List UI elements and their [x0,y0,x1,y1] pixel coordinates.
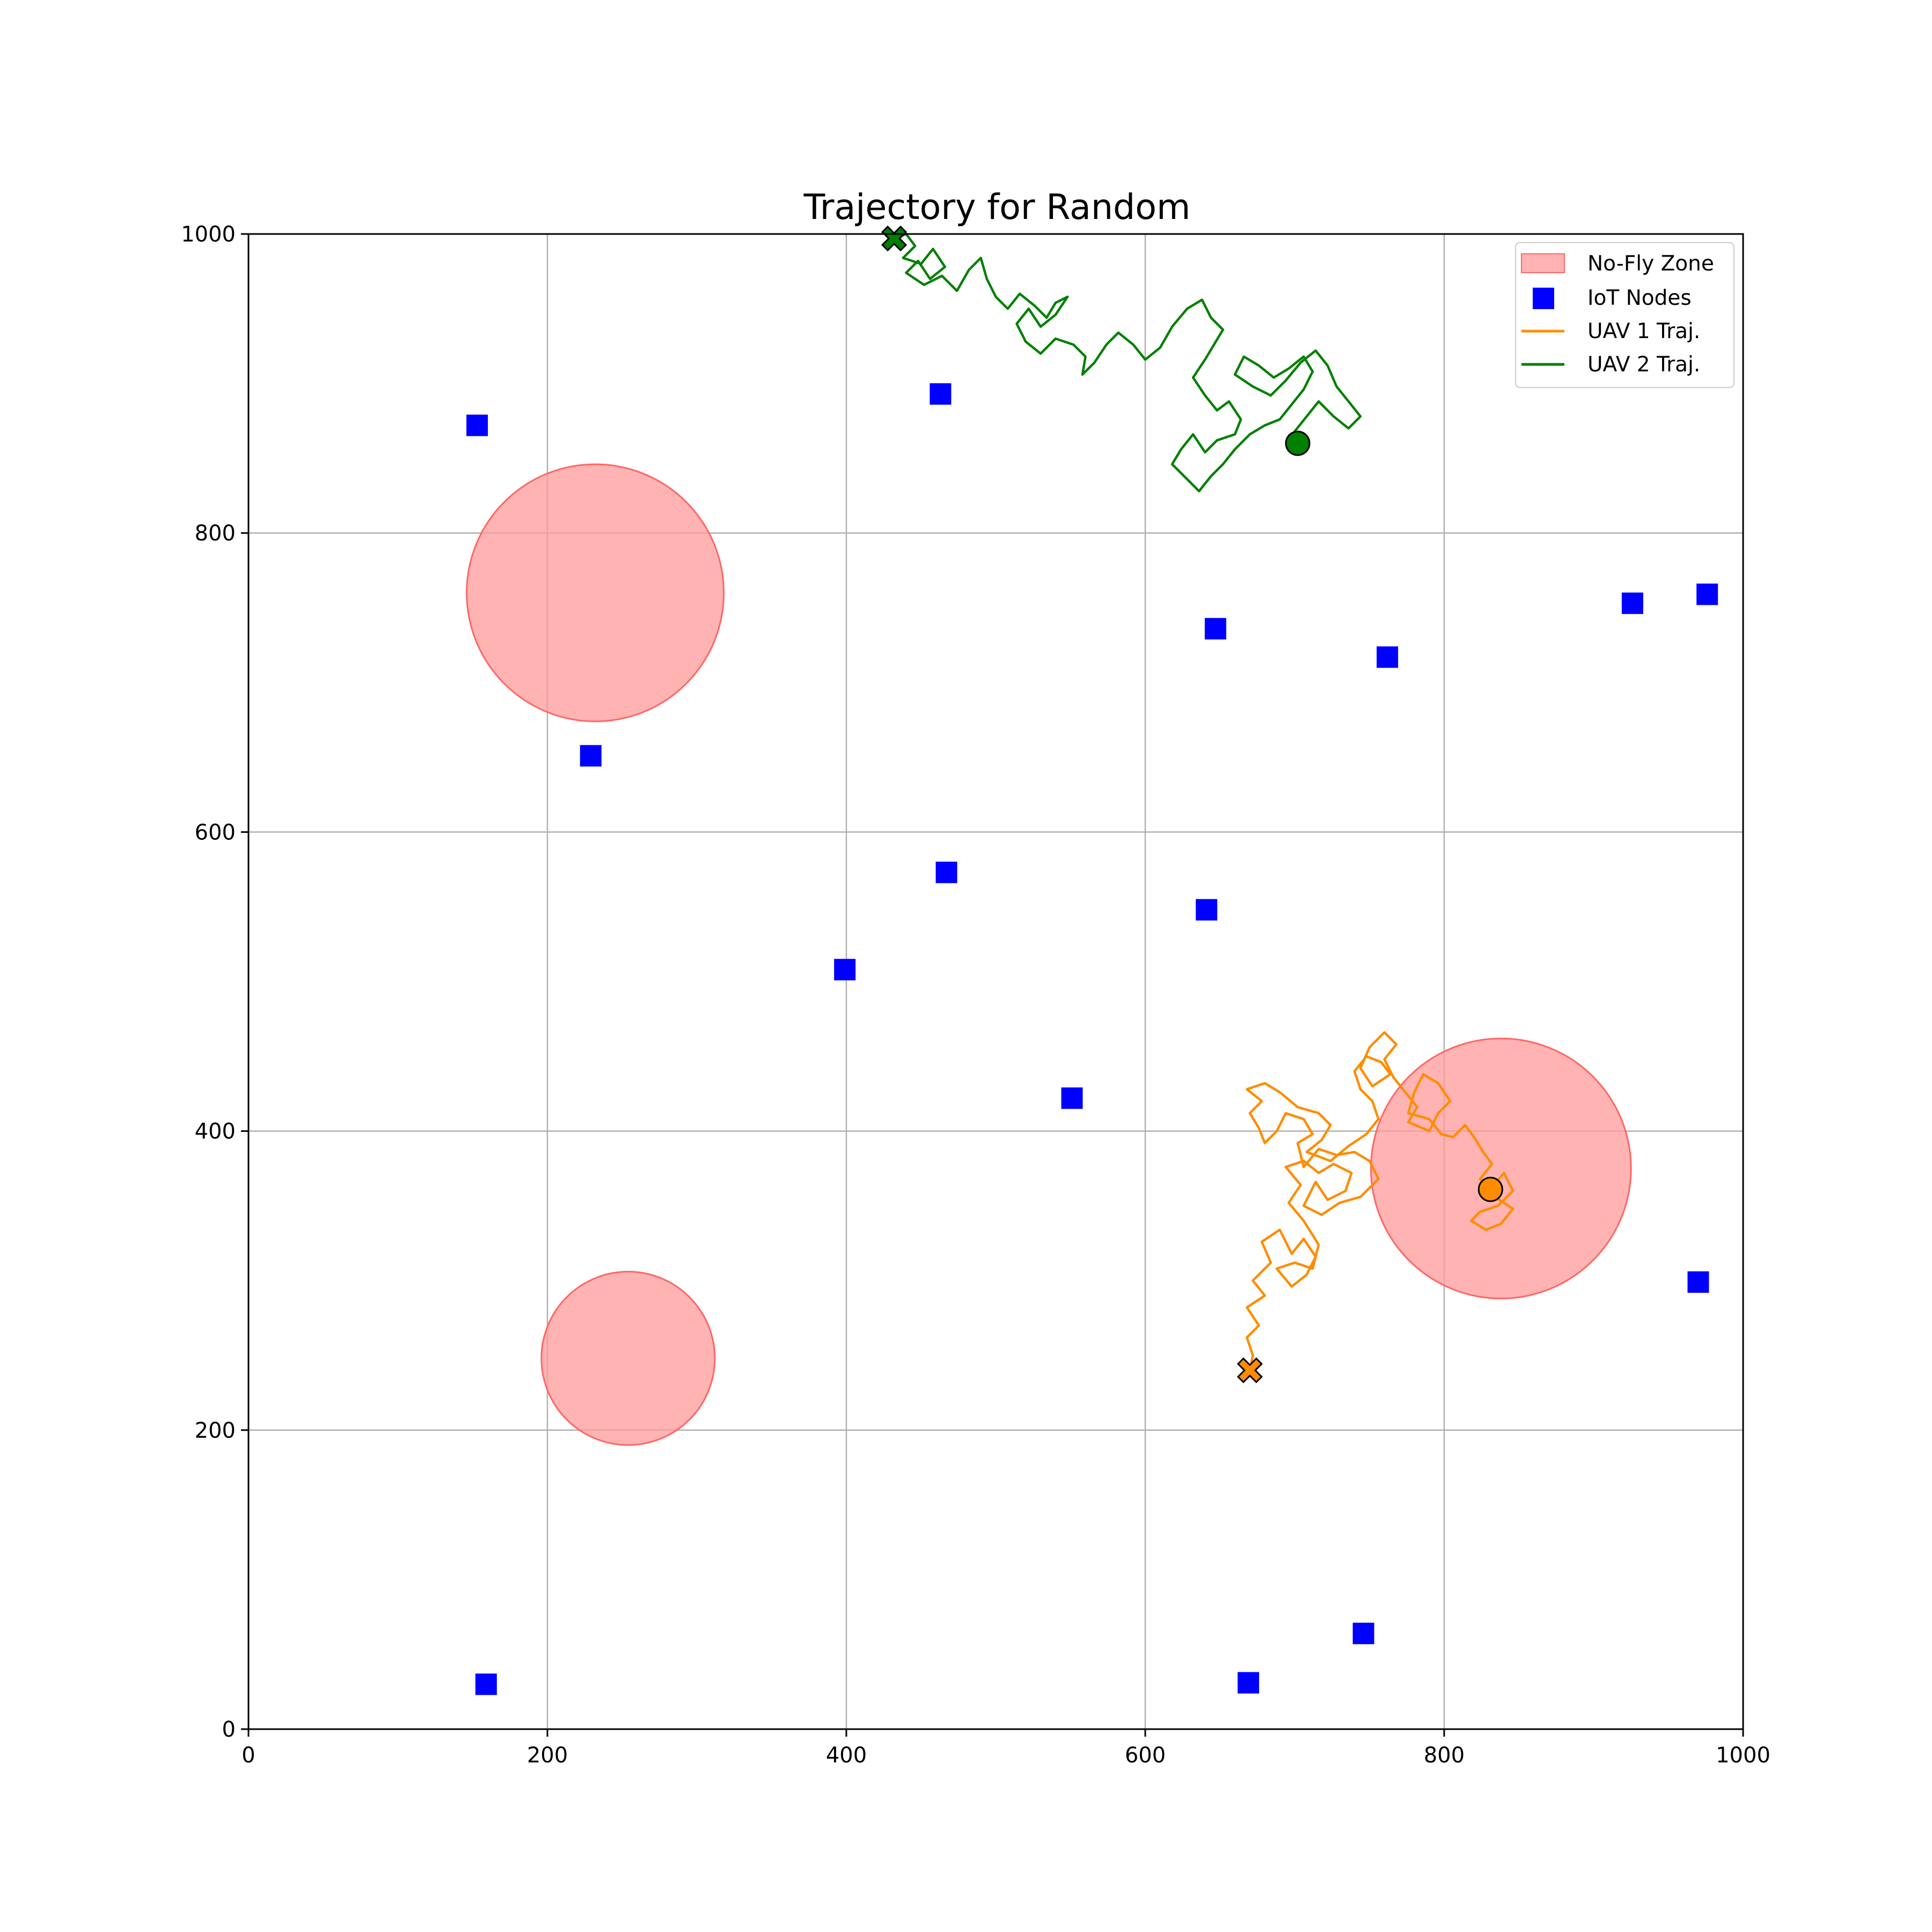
no-fly-zone-1 [540,1271,716,1446]
legend-label-iot-nodes: IoT Nodes [1587,286,1692,310]
uav1-end-marker [1477,1176,1503,1202]
plot-area [247,225,1744,1730]
uav2-trajectory-line [894,232,1362,493]
iot-node-7 [935,861,957,883]
iot-node-14 [1352,1622,1374,1644]
y-tick-label-2: 400 [195,1119,236,1144]
uav2-end-marker [1285,430,1311,456]
y-tick-label-1: 200 [195,1418,236,1443]
legend-label-no-fly-zone: No-Fly Zone [1587,252,1714,276]
iot-node-12 [475,1673,497,1695]
iot-node-13 [1238,1672,1260,1694]
axes-frame [247,233,1744,1730]
x-tick-label-1: 200 [527,1743,568,1768]
legend-box [1515,242,1735,388]
legend: No-Fly Zone IoT Nodes UAV 1 Traj. UAV 2 … [1515,242,1735,388]
legend-iot-swatch [1533,288,1554,309]
chart-title: Trajectory for Random [803,187,1191,228]
iot-node-4 [1621,592,1643,614]
axis-ticks: 0 200 400 600 800 1000 0 200 400 600 800 1000 [181,222,1770,1768]
x-tick-label-2: 400 [826,1743,867,1768]
iot-node-1 [930,383,952,405]
y-tick-label-0: 0 [222,1717,236,1742]
uav2-start-marker [881,225,908,252]
y-tick-label-3: 600 [195,820,236,845]
iot-node-6 [580,745,602,767]
iot-node-8 [1196,899,1218,921]
iot-node-9 [834,958,856,980]
x-tick-label-5: 1000 [1716,1743,1770,1768]
iot-node-11 [1687,1271,1709,1293]
legend-label-uav1: UAV 1 Traj. [1587,319,1700,343]
iot-node-3 [1377,646,1399,668]
iot-node-0 [466,414,488,436]
y-tick-label-4: 800 [195,521,236,546]
uav1-start-marker [1236,1357,1263,1384]
x-tick-label-4: 800 [1424,1743,1465,1768]
no-fly-zone-0 [466,463,725,722]
iot-node-2 [1204,618,1226,640]
legend-label-uav2: UAV 2 Traj. [1587,353,1700,377]
uav1-trajectory-line [1246,1031,1514,1371]
y-tick-label-5: 1000 [181,222,236,247]
x-tick-label-3: 600 [1125,1743,1166,1768]
iot-node-10 [1061,1087,1083,1109]
no-fly-zone-2 [1370,1037,1632,1300]
x-tick-label-0: 0 [241,1743,255,1768]
iot-node-5 [1696,583,1718,605]
legend-no-fly-swatch [1521,253,1565,273]
